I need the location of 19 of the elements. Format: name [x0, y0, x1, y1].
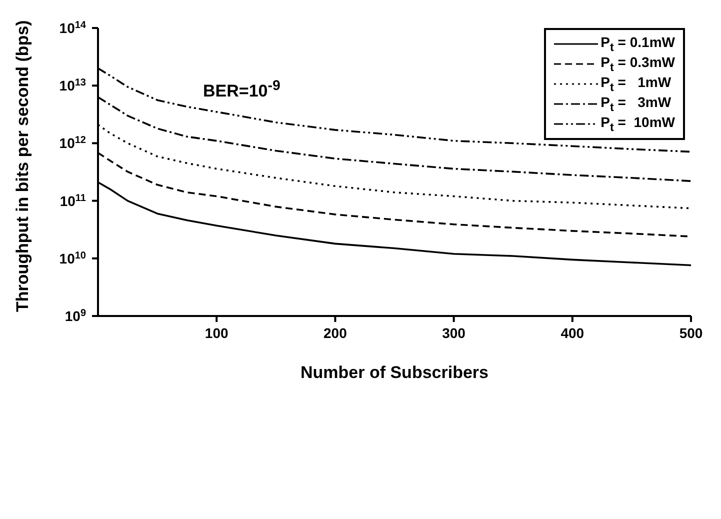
legend-label: P$_{t}$ = 0.1mW [600, 34, 675, 54]
legend-label: P$_{t}$ = 1mW [600, 74, 672, 94]
y-tick-label: 10$^{11}$ [60, 192, 86, 209]
y-tick-label: 10$^{10}$ [59, 250, 86, 266]
y-tick-label: 10$^{12}$ [59, 134, 86, 152]
legend-label: P$_{t}$ = 3mW [600, 94, 672, 114]
x-tick-label: 300 [442, 325, 466, 341]
x-tick-label: 400 [560, 325, 584, 341]
x-axis-title: Number of Subscribers [300, 363, 488, 382]
legend-label: P$_{t}$ = 10mW [600, 114, 675, 134]
legend-label: P$_{t}$ = 0.3mW [600, 54, 675, 74]
y-axis-title: Throughput in bits per second (bps) [13, 20, 32, 312]
y-tick-label: 10$^{9}$ [64, 308, 86, 324]
annotation: BER=10$^{-9}$ [203, 78, 280, 102]
x-tick-label: 500 [679, 325, 703, 341]
x-tick-label: 100 [204, 325, 228, 341]
x-tick-label: 200 [324, 325, 348, 341]
y-tick-label: 10$^{13}$ [59, 77, 86, 94]
y-tick-label: 10$^{14}$ [59, 20, 86, 36]
